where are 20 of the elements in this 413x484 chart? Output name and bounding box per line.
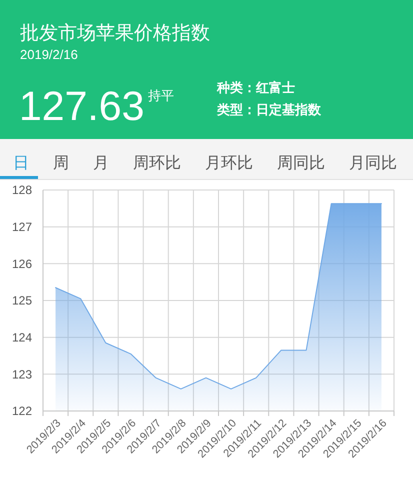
chart-title: 批发市场苹果价格指数 bbox=[20, 22, 210, 44]
text: 月同比 bbox=[349, 154, 397, 172]
y-tick-label: 124 bbox=[12, 330, 32, 345]
chart-subtitle: 2019/2/16 bbox=[20, 47, 78, 62]
text: 类型：日定基指数 bbox=[216, 102, 322, 117]
text: 周 bbox=[53, 155, 69, 172]
y-tick-label: 122 bbox=[12, 404, 32, 418]
text: 持平 bbox=[148, 88, 174, 103]
y-tick-label: 127 bbox=[12, 220, 32, 234]
y-tick-label: 123 bbox=[12, 367, 32, 382]
text: 日 bbox=[13, 155, 29, 172]
text: 月环比 bbox=[205, 154, 253, 172]
text: 月 bbox=[93, 155, 109, 172]
text: 周环比 bbox=[133, 154, 181, 172]
y-tick-label: 125 bbox=[12, 294, 32, 308]
y-tick-label: 126 bbox=[12, 256, 32, 271]
text: 127.63 bbox=[19, 83, 144, 129]
text: 种类：红富士 bbox=[216, 80, 295, 95]
text: 周同比 bbox=[277, 154, 325, 172]
y-tick-label: 128 bbox=[12, 183, 32, 198]
